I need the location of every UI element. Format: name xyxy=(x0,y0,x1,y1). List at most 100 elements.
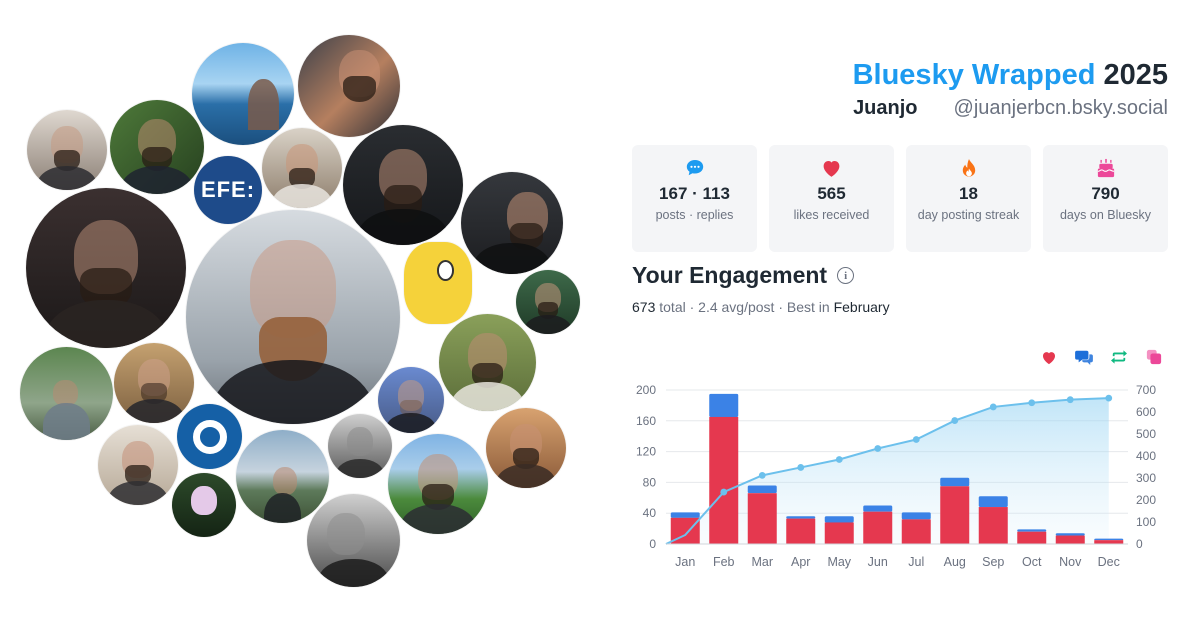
avatar[interactable] xyxy=(110,100,204,194)
y2-tick-label: 500 xyxy=(1136,427,1156,441)
year-title: 2025 xyxy=(1103,59,1168,91)
bar-replies xyxy=(940,477,970,487)
info-icon[interactable]: i xyxy=(837,267,855,284)
birthday-cake-icon xyxy=(1095,157,1117,179)
avatar[interactable] xyxy=(307,494,400,587)
stat-value: 18 xyxy=(959,184,978,203)
bar-likes xyxy=(978,507,1008,544)
avatar[interactable] xyxy=(388,434,488,534)
bar-replies xyxy=(901,512,931,520)
user-identity: Juanjo @juanjerbcn.bsky.social xyxy=(853,94,1168,122)
stat-card-posts: 167 · 113 posts · replies xyxy=(632,145,757,252)
engagement-summary: 673 total · 2.4 avg/post · Best in Febru… xyxy=(632,299,890,315)
bar-likes xyxy=(786,518,816,544)
bar-replies xyxy=(747,485,777,494)
efe-logo-avatar[interactable]: EFE: xyxy=(194,156,262,224)
engagement-avg: 2.4 avg/post xyxy=(698,299,775,315)
bar-replies xyxy=(670,512,700,518)
engagement-heading: Your Engagement i xyxy=(632,262,855,289)
bar-replies xyxy=(786,516,816,519)
user-handle: @juanjerbcn.bsky.social xyxy=(953,97,1168,119)
x-tick-label: Jun xyxy=(868,555,888,569)
comment-bubble-icon xyxy=(684,157,706,179)
cumulative-point xyxy=(1105,394,1113,402)
avatar[interactable] xyxy=(439,314,536,411)
avatar[interactable] xyxy=(343,125,463,245)
bar-likes xyxy=(824,522,854,544)
engagement-total: 673 xyxy=(632,299,656,315)
x-tick-label: Apr xyxy=(791,555,810,569)
display-name: Juanjo xyxy=(853,97,918,119)
stat-label: days on Bluesky xyxy=(1059,208,1152,222)
cartoon-avatar[interactable] xyxy=(404,242,472,324)
stat-label: day posting streak xyxy=(917,208,1020,222)
cumulative-point xyxy=(989,403,997,411)
avatar[interactable] xyxy=(192,43,294,145)
cumulative-point xyxy=(797,464,805,471)
y2-tick-label: 700 xyxy=(1136,383,1156,397)
heart-icon xyxy=(821,157,843,179)
avatar[interactable] xyxy=(26,188,186,348)
cumulative-point xyxy=(912,436,920,443)
wrapped-header: Bluesky Wrapped 2025 Juanjo @juanjerbcn.… xyxy=(853,58,1168,122)
avatar[interactable] xyxy=(328,414,392,478)
profile-avatar-main[interactable] xyxy=(186,210,400,424)
x-tick-label: Sep xyxy=(982,555,1004,569)
y2-tick-label: 600 xyxy=(1136,405,1156,419)
avatar[interactable] xyxy=(98,425,178,505)
app-logo-avatar[interactable] xyxy=(177,404,242,469)
cumulative-point xyxy=(874,445,882,452)
y-tick-label: 80 xyxy=(643,475,657,489)
brand-title: Bluesky Wrapped xyxy=(852,59,1096,91)
bar-replies xyxy=(709,393,739,417)
avatar-cluster: EFE: xyxy=(20,35,580,587)
avatar[interactable] xyxy=(486,408,566,488)
stat-card-streak: 18 day posting streak xyxy=(906,145,1031,252)
quote-icon[interactable] xyxy=(1145,348,1163,366)
bar-replies xyxy=(1017,529,1047,532)
bar-likes xyxy=(863,511,893,544)
x-tick-label: Mar xyxy=(751,555,773,569)
stat-label: posts · replies xyxy=(655,208,734,222)
cumulative-point xyxy=(951,417,959,424)
stat-value: 565 xyxy=(817,184,846,203)
avatar[interactable] xyxy=(236,430,329,523)
y-tick-label: 200 xyxy=(636,383,656,397)
cumulative-point xyxy=(1028,399,1036,407)
avatar[interactable] xyxy=(516,270,580,334)
page-title: Bluesky Wrapped 2025 xyxy=(853,58,1168,92)
stat-value: 167 · 113 xyxy=(659,184,730,203)
engagement-best-label: · Best in xyxy=(774,299,834,315)
y-tick-label: 120 xyxy=(636,445,656,459)
cumulative-point xyxy=(758,471,766,479)
x-tick-label: Dec xyxy=(1098,555,1120,569)
avatar[interactable] xyxy=(298,35,400,137)
bar-likes xyxy=(940,486,970,544)
repost-icon[interactable] xyxy=(1110,348,1128,366)
avatar[interactable] xyxy=(461,172,563,274)
stat-card-likes: 565 likes received xyxy=(769,145,894,252)
avatar[interactable] xyxy=(378,367,444,433)
avatar[interactable] xyxy=(114,343,194,423)
engagement-total-label: total · xyxy=(655,299,699,315)
avatar[interactable] xyxy=(27,110,107,190)
bar-likes xyxy=(1017,531,1047,544)
heart-icon[interactable] xyxy=(1040,348,1058,366)
y2-tick-label: 0 xyxy=(1136,537,1143,551)
pokemon-avatar[interactable] xyxy=(172,473,236,537)
reply-bubble-icon[interactable] xyxy=(1075,348,1093,366)
bar-replies xyxy=(824,516,854,523)
avatar[interactable] xyxy=(20,347,113,440)
bar-likes xyxy=(709,416,739,544)
y-tick-label: 40 xyxy=(643,506,657,520)
bar-replies xyxy=(1055,533,1085,536)
y2-tick-label: 100 xyxy=(1136,515,1156,529)
cumulative-point xyxy=(720,488,728,496)
avatar[interactable] xyxy=(262,128,342,208)
bar-likes xyxy=(1055,535,1085,544)
efe-logo-text: EFE: xyxy=(200,177,256,202)
y-tick-label: 0 xyxy=(649,537,656,551)
flame-icon xyxy=(958,157,980,179)
x-tick-label: Aug xyxy=(944,555,966,569)
x-tick-label: Nov xyxy=(1059,555,1082,569)
